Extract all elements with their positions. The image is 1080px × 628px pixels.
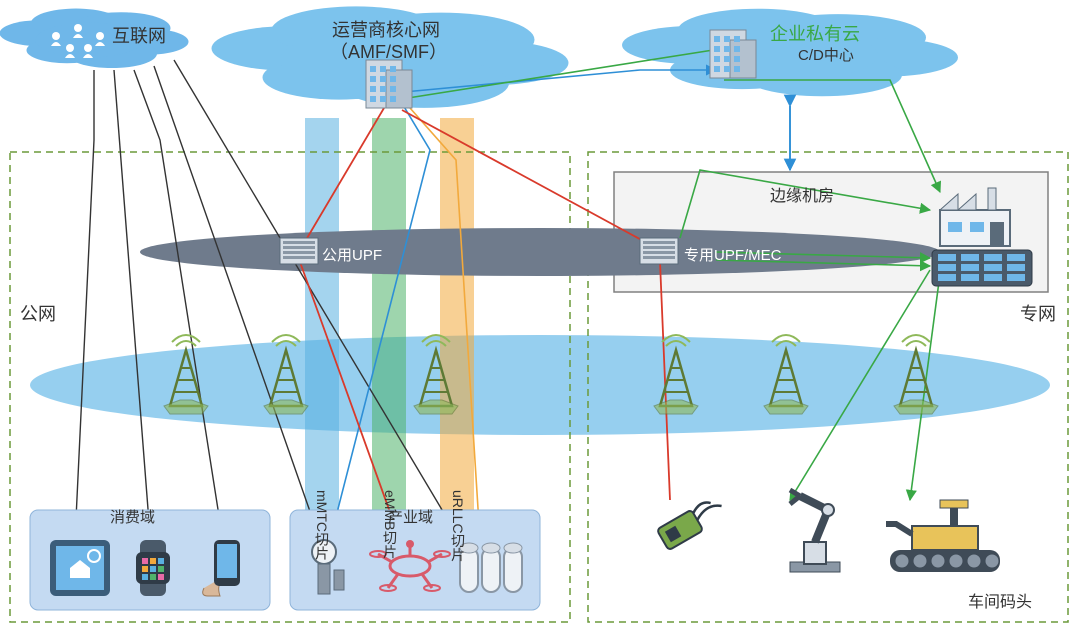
private-label1: 企业私有云 bbox=[770, 20, 860, 46]
diagram-canvas bbox=[0, 0, 1080, 628]
private-net-label: 专网 bbox=[1020, 300, 1056, 326]
consumer-domain-label: 消费域 bbox=[110, 506, 155, 527]
slice-label: uRLLC切片 bbox=[448, 490, 468, 562]
slice-label: mMTC切片 bbox=[312, 490, 332, 560]
edge-room-label: 边缘机房 bbox=[770, 182, 834, 206]
public-net-label: 公网 bbox=[20, 300, 56, 326]
slice-label: eMMB切片 bbox=[380, 490, 400, 558]
workshop-label: 车间码头 bbox=[968, 588, 1032, 612]
private-label2: C/D中心 bbox=[798, 44, 854, 65]
core-label2: （AMF/SMF） bbox=[330, 38, 447, 64]
internet-label: 互联网 bbox=[112, 22, 166, 48]
public-upf-label: 公用UPF bbox=[322, 244, 382, 265]
private-upf-label: 专用UPF/MEC bbox=[684, 244, 782, 265]
